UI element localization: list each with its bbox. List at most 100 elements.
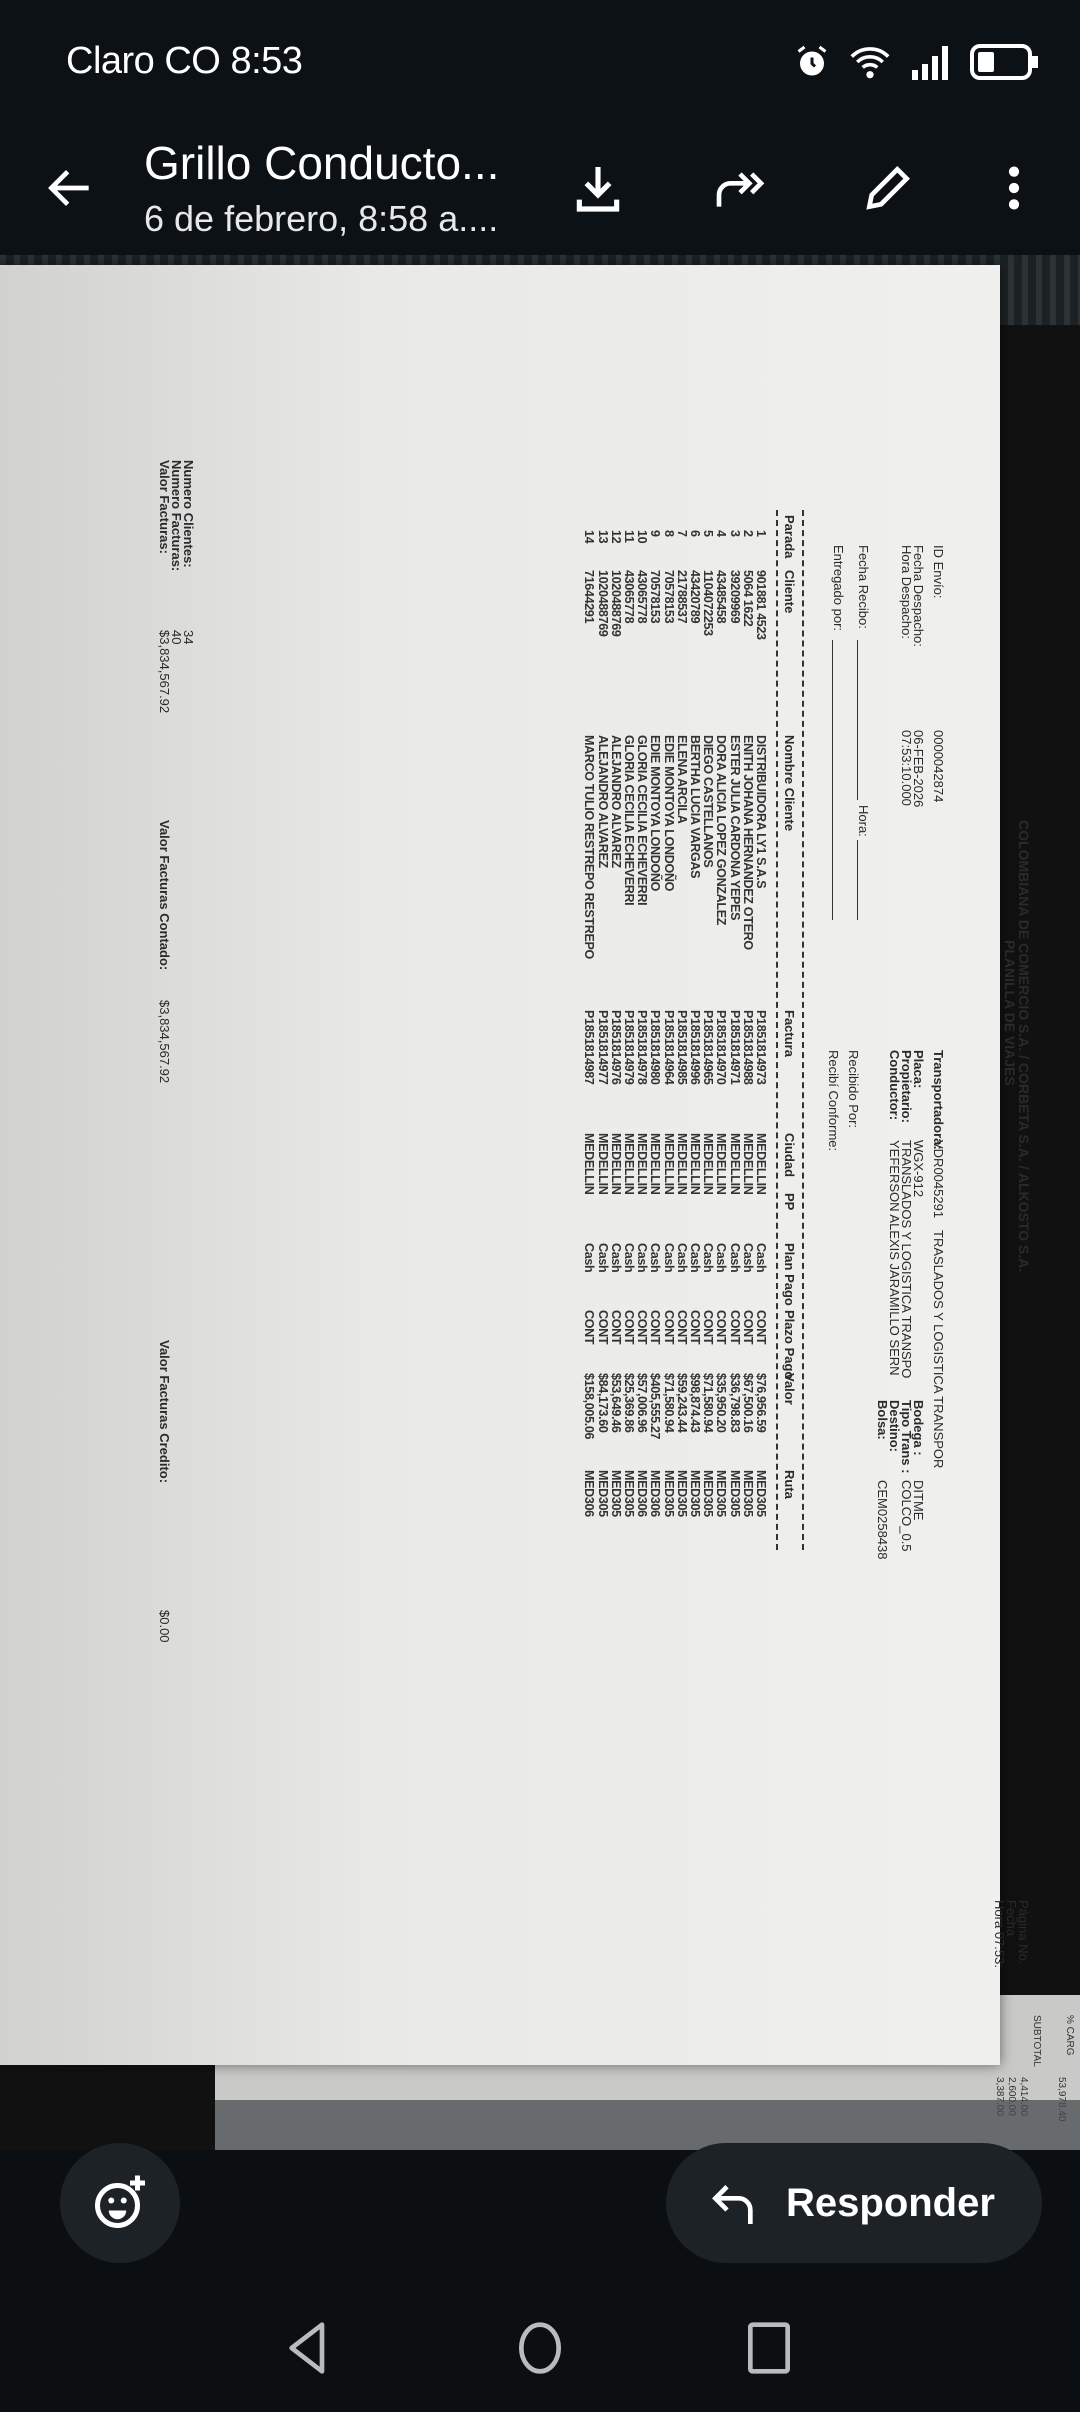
hora-despacho-value: 07:53:10.000	[899, 730, 914, 806]
table-cell: Cash	[635, 1243, 650, 1273]
react-emoji-button[interactable]	[60, 2143, 180, 2263]
table-cell: MED305	[754, 1470, 768, 1517]
column-header: Ciudad	[782, 1133, 797, 1178]
table-cell: MED305	[595, 1470, 610, 1517]
forward-icon[interactable]	[712, 160, 768, 216]
table-cell: P1851814964	[661, 1010, 676, 1085]
table-cell: $405,555.27	[648, 1373, 663, 1440]
status-bar: Claro CO 8:53	[0, 0, 1080, 120]
table-cell: CONT	[595, 1310, 610, 1345]
table-cell: P1851814977	[595, 1010, 610, 1085]
alarm-icon	[797, 45, 827, 76]
table-cell: $67,500.16	[740, 1373, 755, 1433]
table-cell: ESTER JULIA CARDONA YEPES	[727, 735, 742, 921]
nav-recents-icon[interactable]	[745, 2320, 793, 2376]
table-cell: $59,243.44	[674, 1373, 689, 1433]
table-cell: CONT	[674, 1310, 689, 1345]
table-cell: Cash	[622, 1243, 636, 1273]
table-cell: GLORIA CECILIA ECHEVERRI	[635, 735, 650, 906]
table-cell: 70578153	[648, 570, 663, 624]
column-header: Factura	[782, 1010, 797, 1057]
hora-label-text: Hora	[992, 1900, 1007, 1929]
clock: 8:53	[230, 40, 303, 82]
table-cell: P1851814976	[608, 1010, 623, 1085]
table-cell: 43065778	[622, 570, 636, 624]
credito-value: $0.00	[157, 1610, 172, 1643]
contado-label: Valor Facturas Contado:	[157, 820, 172, 971]
table-cell: MEDELLIN	[622, 1133, 636, 1195]
hora-label: Hora 07:53:	[992, 1900, 1007, 1968]
company-name: COLOMBIANA DE COMERCIO S.A. / CORBETA S.…	[1016, 820, 1032, 1273]
table-cell: $53,649.46	[608, 1373, 623, 1433]
table-row: 3 39209969 ESTER JULIA CARDONA YEPES P18518…	[727, 340, 742, 1640]
table-cell: 1020488769	[595, 570, 610, 637]
more-options-icon[interactable]	[986, 160, 1042, 216]
bolsa-value: CEM0258438	[875, 1480, 890, 1560]
table-cell: DORA ALICIA LOPEZ GONZALEZ	[714, 735, 729, 926]
carrier-name: Claro CO	[66, 40, 221, 82]
reply-button[interactable]: Responder	[666, 2143, 1042, 2263]
column-header: Plazo Pago	[782, 1310, 797, 1380]
table-cell: MEDELLIN	[714, 1133, 729, 1195]
table-cell: P1851814996	[688, 1010, 702, 1085]
bottom-scrim	[215, 2100, 1080, 2150]
table-cell: EDIE MONTOYA LONDOÑO	[661, 735, 676, 892]
table-cell: P1851814987	[582, 1010, 597, 1085]
edit-pencil-icon[interactable]	[860, 160, 916, 216]
table-cell: MEDELLIN	[595, 1133, 610, 1195]
table-cell: 1104072253	[701, 570, 716, 636]
table-cell: ALEJANDRO ALVAREZ	[595, 735, 610, 868]
recibi-conforme-label: Recibí Conforme:	[826, 1050, 841, 1152]
valor-facturas-label: Valor Facturas:	[157, 460, 172, 554]
table-cell: P1851814970	[714, 1010, 729, 1085]
table-row: 4 43485458 DORA ALICIA LOPEZ GONZALEZ P1851…	[714, 340, 729, 1640]
tipo-trans-value: COLCO_0.5	[899, 1480, 914, 1552]
id-envio-label: ID Envío:	[931, 545, 946, 599]
table-cell: MED306	[648, 1470, 663, 1517]
table-cell: $84,173.60	[595, 1373, 610, 1433]
table-row: 11 43065778 GLORIA CECILIA ECHEVERRI P18518…	[622, 340, 636, 1640]
table-row: 2 5064 1622 ENITH JOHANA HERNANDEZ OTERO P1…	[740, 340, 755, 1640]
chat-title: Grillo Conducto...	[144, 137, 500, 189]
document-paper: COLOMBIANA DE COMERCIO S.A. / CORBETA S.…	[0, 265, 1032, 2065]
table-cell: 10	[635, 530, 650, 544]
table-cell: 4	[714, 530, 729, 537]
nav-back-icon[interactable]	[283, 2320, 333, 2376]
table-cell: MEDELLIN	[674, 1133, 689, 1195]
document-title: PLANILLA DE VIAJES	[1002, 940, 1018, 1086]
table-cell: $35,950.20	[714, 1373, 729, 1433]
table-cell: Cash	[754, 1243, 768, 1273]
table-cell: MEDELLIN	[727, 1133, 742, 1195]
table-row: 7 21788537 ELENA ARCILA P1851814985 MEDELLIN…	[674, 340, 689, 1640]
back-arrow-icon[interactable]	[42, 160, 98, 216]
photo-viewer-image[interactable]: SUBTOTAL 4,414.00 2,600.00 3,387.00 53,9…	[0, 255, 1080, 2160]
table-row: 14 71644291 MARCO TULIO RESTREPO RESTREPO P…	[582, 340, 597, 1640]
table-row: 13 1020488769 ALEJANDRO ALVAREZ P1851814977…	[595, 340, 610, 1640]
conductor-label: Conductor:	[887, 1050, 902, 1121]
table-cell: Cash	[688, 1243, 702, 1273]
table-cell: GLORIA CECILIA ECHEVERRI	[622, 735, 636, 906]
table-cell: 5064 1622	[740, 570, 755, 627]
table-cell: 12	[608, 530, 623, 544]
entregado-label: Entregado por:	[831, 545, 846, 632]
table-cell: Cash	[701, 1243, 716, 1273]
table-cell: Cash	[595, 1243, 610, 1273]
table-cell: Cash	[714, 1243, 729, 1273]
nav-home-icon[interactable]	[514, 2320, 566, 2376]
table-cell: MEDELLIN	[635, 1133, 650, 1195]
transportadora-name: TRASLADOS Y LOGISTICA TRANSPOR	[931, 1230, 946, 1469]
table-cell: MEDELLIN	[701, 1133, 716, 1195]
column-header: Cliente	[782, 570, 797, 614]
table-cell: 2	[740, 530, 755, 537]
table-cell: DIEGO CASTELLANOS	[701, 735, 716, 868]
table-cell: CONT	[754, 1310, 768, 1345]
table-cell: MED305	[608, 1470, 623, 1517]
recibido-label: Recibido Por:	[846, 1050, 861, 1129]
download-icon[interactable]	[570, 160, 626, 216]
table-row: 8 70578153 EDIE MONTOYA LONDOÑO P1851814964…	[661, 340, 676, 1640]
table-cell: Cash	[648, 1243, 663, 1273]
contado-value: $3,834,567.92	[157, 1000, 172, 1084]
table-cell: P1851814988	[740, 1010, 755, 1085]
table-cell: $57,006.96	[635, 1373, 650, 1433]
table-cell: P1851814971	[727, 1010, 742, 1085]
